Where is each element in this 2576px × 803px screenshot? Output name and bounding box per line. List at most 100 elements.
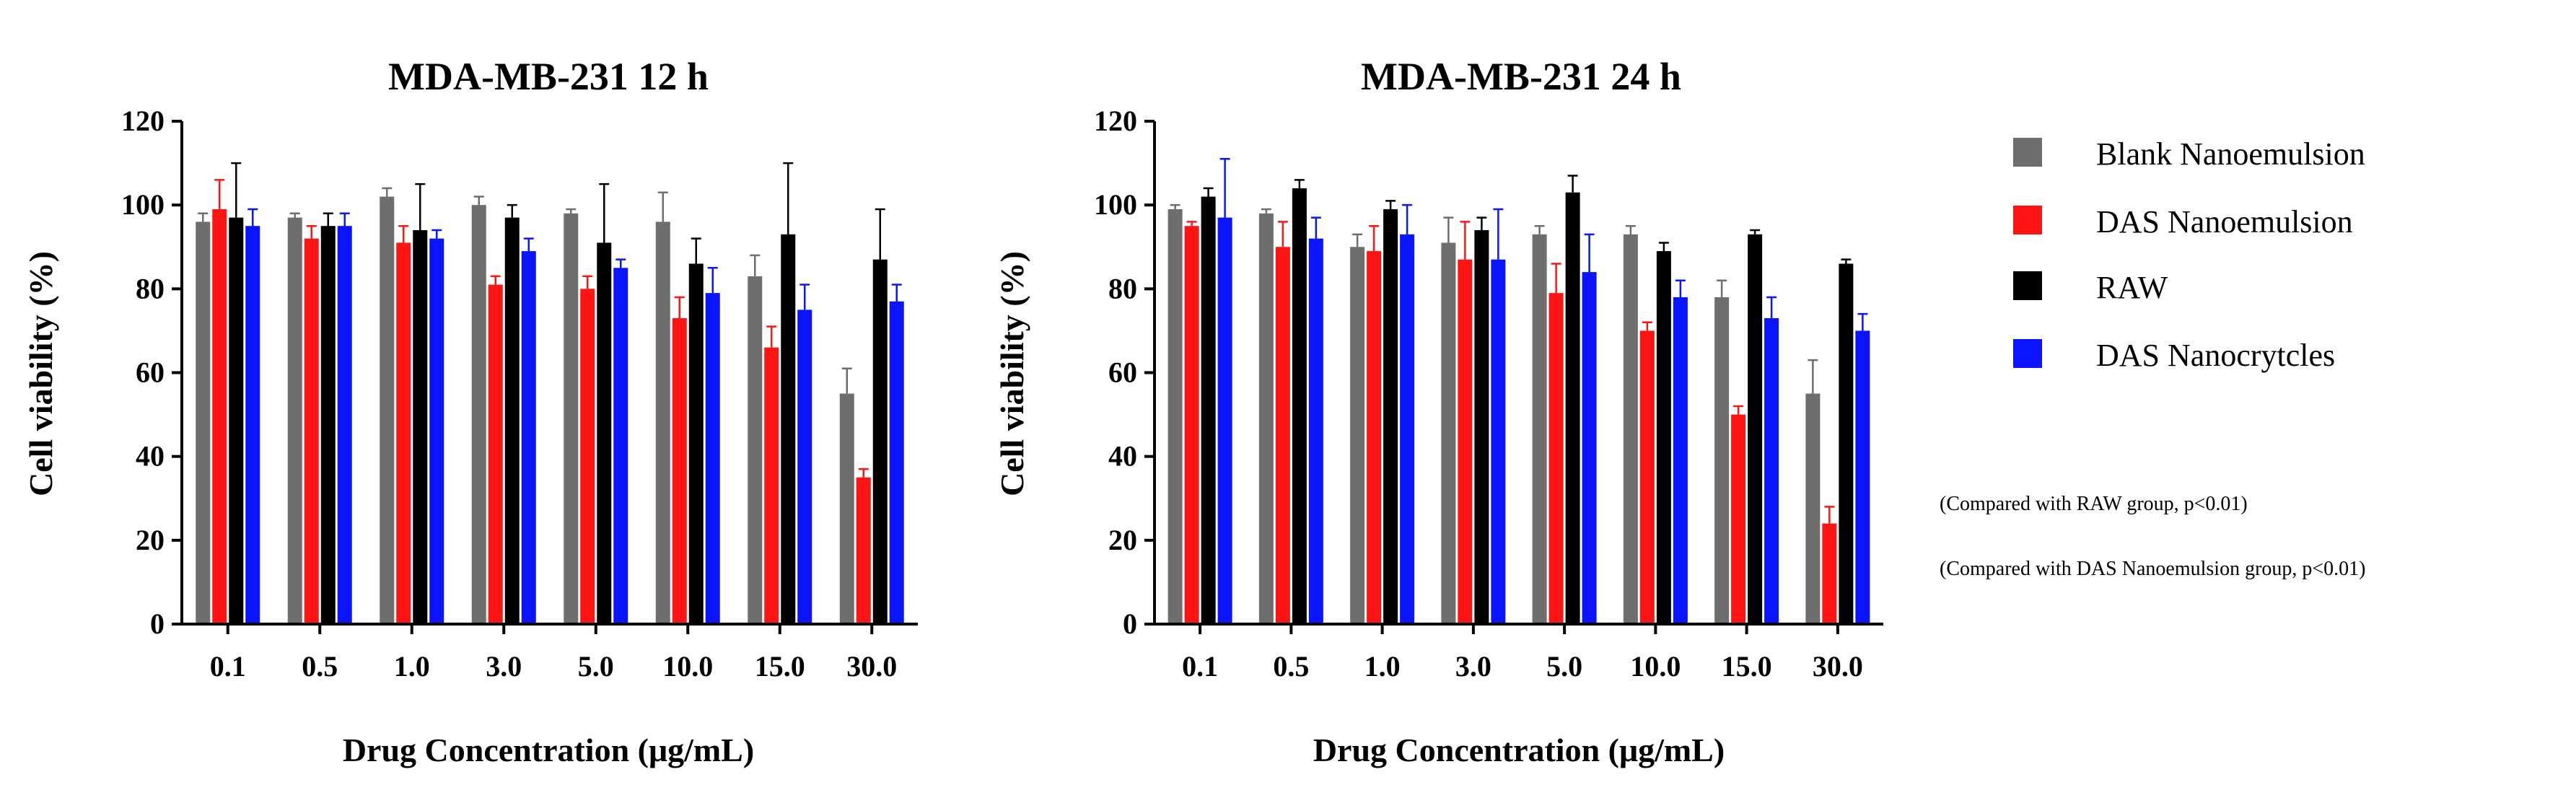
legend-swatch-das-nanocrystals xyxy=(2013,339,2042,368)
bar-blank xyxy=(1258,213,1274,624)
significance-note-das-nanoemulsion: (Compared with DAS Nanoemulsion group, p… xyxy=(1940,558,2366,580)
y-tick-label: 120 xyxy=(1094,105,1137,137)
bar-das-nanocrystals xyxy=(429,238,444,625)
bar-blank xyxy=(748,276,763,624)
axes: 0.1 0.5 1.0 3.0 5.0 10.0 15.0 30.0 0 20 40 60 80 100 1… xyxy=(1094,105,1883,683)
y-tick-label: 20 xyxy=(1108,524,1137,556)
y-axis-title: Cell viability (%) xyxy=(994,251,1030,496)
error-bar xyxy=(1203,187,1214,197)
error-bar xyxy=(1808,359,1818,394)
legend-label: DAS Nanoemulsion xyxy=(2096,204,2353,240)
bar-raw xyxy=(1292,188,1307,624)
error-bar xyxy=(599,183,610,243)
bar-raw xyxy=(1565,192,1580,624)
x-tick-label: 30.0 xyxy=(846,650,897,683)
bar-raw xyxy=(1839,263,1854,624)
error-bar xyxy=(323,212,333,227)
bar-raw xyxy=(1748,234,1763,624)
error-bar xyxy=(841,367,852,394)
error-bar xyxy=(1261,208,1271,214)
bar-blank xyxy=(196,221,211,624)
bar-blank xyxy=(655,221,670,624)
bar-das-nanoemulsion xyxy=(212,209,227,625)
error-bar xyxy=(766,325,777,348)
error-bar xyxy=(289,212,300,218)
error-bar xyxy=(507,203,517,218)
y-tick-label: 100 xyxy=(1094,188,1137,221)
bar-raw xyxy=(1201,196,1216,624)
bar-group xyxy=(196,162,904,625)
bar-das-nanoemulsion xyxy=(672,317,687,624)
x-tick-label: 0.1 xyxy=(210,650,246,683)
legend: Blank Nanoemulsion DAS Nanoemulsion RAW … xyxy=(2013,136,2365,373)
y-tick-label: 80 xyxy=(1108,272,1137,304)
bar-das-nanoemulsion xyxy=(396,242,411,625)
bar-raw xyxy=(1656,251,1671,624)
error-bar xyxy=(1310,216,1321,239)
bar-raw xyxy=(1383,209,1398,625)
error-bar xyxy=(1352,233,1363,247)
error-bar xyxy=(231,162,242,218)
bar-blank xyxy=(1623,234,1638,624)
bar-blank xyxy=(1714,297,1730,624)
chart-title: MDA-MB-231 12 h xyxy=(388,55,709,98)
x-tick-label: 0.1 xyxy=(1182,650,1218,683)
bar-das-nanoemulsion xyxy=(1731,414,1746,624)
y-tick-label: 60 xyxy=(1108,356,1137,389)
error-bar xyxy=(750,254,761,276)
bar-raw xyxy=(597,242,612,625)
x-tick-label: 30.0 xyxy=(1813,650,1863,683)
legend-swatch-blank xyxy=(2013,138,2042,167)
x-tick-label: 5.0 xyxy=(578,650,614,683)
error-bar xyxy=(1766,296,1777,318)
error-bar xyxy=(1493,208,1504,260)
chart-title: MDA-MB-231 24 h xyxy=(1361,55,1681,98)
error-bar xyxy=(523,237,534,252)
bar-das-nanoemulsion xyxy=(764,347,779,624)
bar-das-nanocrystals xyxy=(521,251,536,624)
error-bar xyxy=(198,212,209,222)
error-bar xyxy=(875,208,885,260)
error-bar xyxy=(1385,200,1396,209)
x-tick-label: 5.0 xyxy=(1546,650,1582,683)
bar-raw xyxy=(504,217,520,624)
chart-12h: MDA-MB-231 12 h Cell viability (%) Drug … xyxy=(22,55,918,768)
error-bar xyxy=(615,258,626,268)
x-tick-label: 1.0 xyxy=(394,650,430,683)
bar-das-nanocrystals xyxy=(705,293,720,624)
y-tick-label: 120 xyxy=(121,105,165,137)
error-bar xyxy=(473,196,484,206)
error-bar xyxy=(1733,405,1744,415)
error-bar xyxy=(1443,216,1454,243)
axes: 0.1 0.5 1.0 3.0 5.0 10.0 15.0 30.0 0 20 40 60 80 100 1… xyxy=(121,105,918,683)
bar-das-nanoemulsion xyxy=(1458,259,1473,624)
bar-das-nanoemulsion xyxy=(1367,251,1382,624)
y-tick-label: 80 xyxy=(136,272,165,304)
y-tick-label: 100 xyxy=(121,188,165,221)
error-bar xyxy=(1170,203,1180,209)
bar-das-nanocrystals xyxy=(889,301,904,624)
bar-blank xyxy=(471,205,486,625)
bar-das-nanoemulsion xyxy=(1639,330,1655,624)
bar-das-nanoemulsion xyxy=(1184,226,1199,624)
error-bar xyxy=(1625,224,1636,234)
error-bar xyxy=(1369,224,1380,252)
y-tick-label: 40 xyxy=(136,440,165,473)
x-axis-title: Drug Concentration (μg/mL) xyxy=(343,732,754,768)
bar-das-nanocrystals xyxy=(1400,234,1415,624)
bar-das-nanoemulsion xyxy=(580,289,595,624)
error-bar xyxy=(339,212,350,227)
legend-label: Blank Nanoemulsion xyxy=(2096,136,2365,172)
y-tick-label: 0 xyxy=(150,607,165,640)
y-tick-label: 20 xyxy=(136,524,165,556)
bar-blank xyxy=(1441,242,1456,625)
error-bar xyxy=(783,162,794,234)
error-bar xyxy=(490,275,501,285)
bar-das-nanoemulsion xyxy=(1275,247,1290,624)
x-tick-label: 3.0 xyxy=(1455,650,1491,683)
x-tick-label: 0.5 xyxy=(302,650,338,683)
legend-label: RAW xyxy=(2096,270,2168,305)
bar-blank xyxy=(1350,247,1365,624)
error-bar xyxy=(1675,279,1686,297)
